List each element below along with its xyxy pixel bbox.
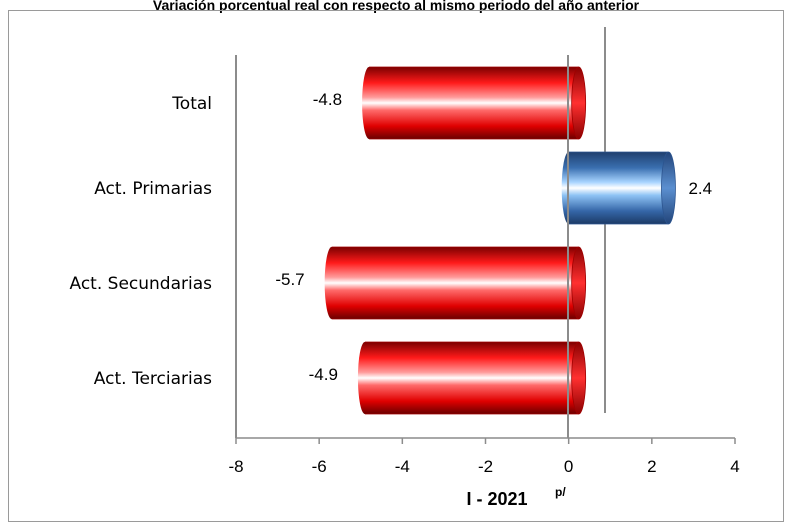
category-label: Act. Terciarias (94, 369, 212, 389)
data-label: 2.4 (688, 179, 712, 198)
bar (561, 151, 676, 225)
x-tick-label: 2 (647, 457, 656, 476)
x-tick-label: 4 (730, 457, 739, 476)
chart-subtitle: Variación porcentual real con respecto a… (152, 0, 640, 13)
x-tick-label: -2 (478, 457, 493, 476)
category-label: Act. Primarias (94, 179, 212, 199)
chart-frame (8, 10, 784, 522)
category-label: Total (171, 94, 212, 114)
category-label: Act. Secundarias (70, 274, 213, 294)
x-tick-label: 0 (564, 457, 573, 476)
x-tick-label: -8 (228, 457, 243, 476)
data-label: -4.8 (313, 90, 342, 109)
x-tick-label: -6 (312, 457, 327, 476)
x-axis-title-superscript: p/ (555, 485, 566, 499)
bar (362, 66, 587, 140)
bar (357, 341, 587, 415)
data-label: -5.7 (275, 270, 304, 289)
data-label: -4.9 (309, 365, 338, 384)
x-tick-label: -4 (395, 457, 410, 476)
bar (324, 246, 587, 320)
x-axis-title: I - 2021 (466, 489, 527, 509)
